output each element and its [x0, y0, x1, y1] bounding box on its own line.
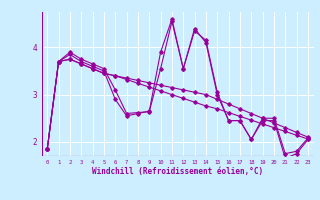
- X-axis label: Windchill (Refroidissement éolien,°C): Windchill (Refroidissement éolien,°C): [92, 167, 263, 176]
